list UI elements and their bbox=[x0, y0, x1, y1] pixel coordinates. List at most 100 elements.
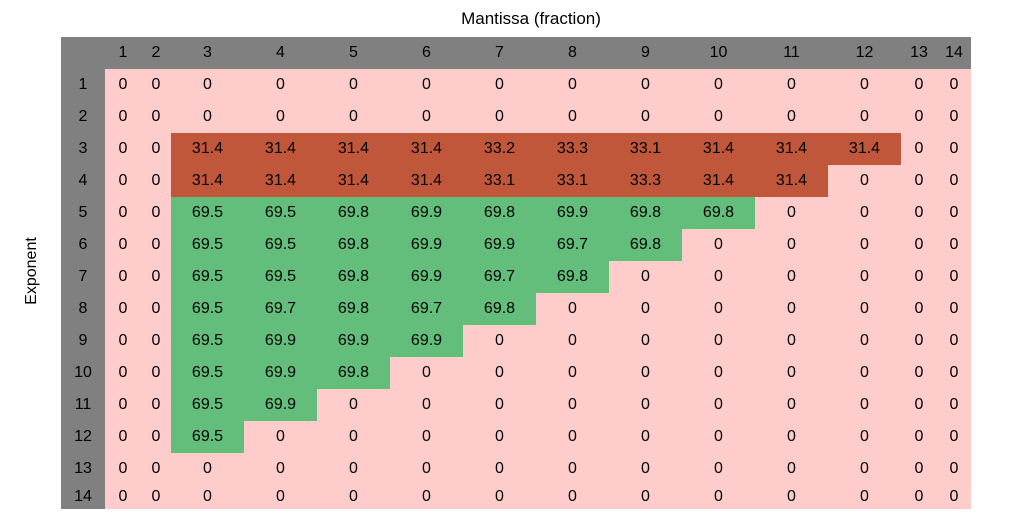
heatmap-cell: 69.5 bbox=[244, 261, 317, 293]
row-header: 9 bbox=[61, 325, 105, 357]
heatmap-cell: 0 bbox=[937, 101, 971, 133]
heatmap-cell: 0 bbox=[901, 133, 937, 165]
heatmap-cell: 0 bbox=[609, 421, 682, 453]
table-corner bbox=[61, 37, 105, 69]
row-header: 3 bbox=[61, 133, 105, 165]
heatmap-cell: 0 bbox=[105, 453, 141, 485]
heatmap-cell: 33.1 bbox=[536, 165, 609, 197]
heatmap-cell: 0 bbox=[536, 357, 609, 389]
heatmap-cell: 0 bbox=[390, 357, 463, 389]
row-header: 13 bbox=[61, 453, 105, 485]
heatmap-cell: 0 bbox=[105, 357, 141, 389]
heatmap-cell: 69.5 bbox=[171, 197, 244, 229]
heatmap-cell: 69.7 bbox=[463, 261, 536, 293]
heatmap-cell: 0 bbox=[901, 69, 937, 101]
heatmap-cell: 31.4 bbox=[171, 165, 244, 197]
heatmap-cell: 0 bbox=[828, 165, 901, 197]
row-header: 14 bbox=[61, 485, 105, 509]
heatmap-cell: 0 bbox=[609, 325, 682, 357]
heatmap-cell: 0 bbox=[141, 101, 171, 133]
heatmap-cell: 69.8 bbox=[317, 261, 390, 293]
heatmap-cell: 0 bbox=[937, 293, 971, 325]
heatmap-cell: 69.7 bbox=[536, 229, 609, 261]
heatmap-cell: 0 bbox=[317, 69, 390, 101]
column-header: 8 bbox=[536, 37, 609, 69]
row-header: 1 bbox=[61, 69, 105, 101]
heatmap-cell: 0 bbox=[828, 101, 901, 133]
heatmap-cell: 69.9 bbox=[390, 325, 463, 357]
heatmap-cell: 0 bbox=[536, 453, 609, 485]
heatmap-cell: 0 bbox=[141, 325, 171, 357]
heatmap-cell: 0 bbox=[244, 485, 317, 509]
heatmap-cell: 0 bbox=[536, 485, 609, 509]
heatmap-cell: 0 bbox=[937, 261, 971, 293]
heatmap-cell: 0 bbox=[937, 325, 971, 357]
heatmap-cell: 69.9 bbox=[317, 325, 390, 357]
heatmap-cell: 0 bbox=[536, 325, 609, 357]
heatmap-cell: 0 bbox=[141, 293, 171, 325]
heatmap-cell: 0 bbox=[390, 69, 463, 101]
heatmap-cell: 0 bbox=[755, 357, 828, 389]
heatmap-cell: 0 bbox=[682, 261, 755, 293]
heatmap-cell: 31.4 bbox=[244, 165, 317, 197]
heatmap-cell: 0 bbox=[536, 101, 609, 133]
column-header: 10 bbox=[682, 37, 755, 69]
heatmap-cell: 0 bbox=[755, 261, 828, 293]
heatmap-cell: 0 bbox=[105, 133, 141, 165]
heatmap-cell: 0 bbox=[755, 325, 828, 357]
heatmap-cell: 0 bbox=[141, 69, 171, 101]
heatmap-cell: 0 bbox=[463, 485, 536, 509]
heatmap-cell: 0 bbox=[141, 229, 171, 261]
heatmap-cell: 33.3 bbox=[609, 165, 682, 197]
heatmap-cell: 0 bbox=[937, 421, 971, 453]
heatmap-cell: 0 bbox=[171, 69, 244, 101]
heatmap-cell: 0 bbox=[937, 133, 971, 165]
column-header: 9 bbox=[609, 37, 682, 69]
heatmap-cell: 0 bbox=[937, 69, 971, 101]
heatmap-cell: 0 bbox=[317, 485, 390, 509]
heatmap-cell: 0 bbox=[390, 485, 463, 509]
heatmap-cell: 69.5 bbox=[171, 389, 244, 421]
heatmap-cell: 31.4 bbox=[682, 165, 755, 197]
heatmap-cell: 0 bbox=[901, 165, 937, 197]
heatmap-cell: 69.8 bbox=[317, 357, 390, 389]
heatmap-cell: 0 bbox=[828, 389, 901, 421]
heatmap-cell: 0 bbox=[828, 69, 901, 101]
heatmap-cell: 0 bbox=[828, 229, 901, 261]
heatmap-cell: 69.8 bbox=[609, 197, 682, 229]
heatmap-cell: 69.8 bbox=[463, 197, 536, 229]
column-header: 12 bbox=[828, 37, 901, 69]
heatmap-cell: 0 bbox=[682, 453, 755, 485]
heatmap-cell: 69.8 bbox=[682, 197, 755, 229]
heatmap-cell: 0 bbox=[937, 229, 971, 261]
heatmap-cell: 0 bbox=[682, 485, 755, 509]
heatmap-cell: 0 bbox=[682, 421, 755, 453]
heatmap-cell: 0 bbox=[755, 389, 828, 421]
heatmap-cell: 0 bbox=[390, 453, 463, 485]
row-header: 2 bbox=[61, 101, 105, 133]
row-header: 11 bbox=[61, 389, 105, 421]
heatmap-cell: 0 bbox=[755, 229, 828, 261]
column-header: 4 bbox=[244, 37, 317, 69]
heatmap-cell: 69.9 bbox=[390, 261, 463, 293]
heatmap-cell: 0 bbox=[755, 293, 828, 325]
heatmap-cell: 0 bbox=[937, 485, 971, 509]
column-header: 1 bbox=[105, 37, 141, 69]
heatmap-cell: 0 bbox=[105, 69, 141, 101]
heatmap-cell: 31.4 bbox=[390, 165, 463, 197]
heatmap-cell: 69.5 bbox=[171, 325, 244, 357]
heatmap-cell: 69.9 bbox=[463, 229, 536, 261]
heatmap-cell: 0 bbox=[105, 485, 141, 509]
y-axis-label: Exponent bbox=[23, 237, 40, 305]
row-header: 12 bbox=[61, 421, 105, 453]
heatmap-cell: 0 bbox=[390, 389, 463, 421]
heatmap-cell: 69.8 bbox=[317, 293, 390, 325]
row-header: 10 bbox=[61, 357, 105, 389]
heatmap-cell: 31.4 bbox=[244, 133, 317, 165]
heatmap-cell: 0 bbox=[317, 101, 390, 133]
heatmap-cell: 0 bbox=[171, 453, 244, 485]
heatmap-cell: 0 bbox=[901, 261, 937, 293]
heatmap-cell: 0 bbox=[141, 357, 171, 389]
heatmap-cell: 31.4 bbox=[755, 133, 828, 165]
heatmap-cell: 0 bbox=[141, 165, 171, 197]
